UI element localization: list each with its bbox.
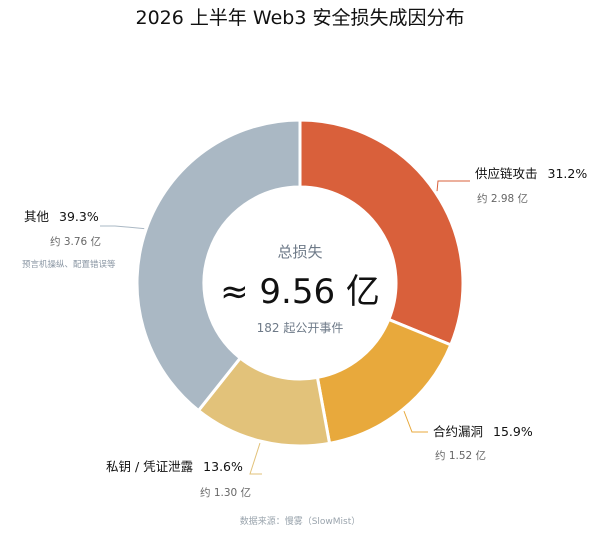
leader-lines [100,180,470,475]
slice-label-other: 其他 39.3% [24,209,99,224]
slice-amount-supply-chain: 约 2.98 亿 [477,192,528,205]
slice-note-other: 预言机操纵、配置错误等 [22,259,116,270]
data-source: 数据来源：慢雾（SlowMist） [240,515,361,527]
leader-supply-chain [436,180,470,192]
slice-contract-vuln [315,317,453,446]
slice-amount-private-key: 约 1.30 亿 [200,486,251,499]
center-total-label: 总损失 [277,243,322,261]
slice-label-private-key: 私钥 / 凭证泄露 13.6% [106,459,243,474]
leader-contract-vuln [403,410,428,433]
slice-amount-contract-vuln: 约 1.52 亿 [435,449,486,462]
center-event-count: 182 起公开事件 [257,321,344,335]
slice-supply-chain [298,118,465,347]
leader-private-key [249,442,262,475]
leader-other [100,225,145,230]
chart-title: 2026 上半年 Web3 安全损失成因分布 [136,7,465,29]
slice-other [135,118,302,413]
slice-label-supply-chain: 供应链攻击 31.2% [475,166,587,181]
slice-amount-other: 约 3.76 亿 [50,235,101,248]
donut-slices [135,118,465,448]
center-total-value: ≈ 9.56 亿 [220,272,380,312]
slice-label-contract-vuln: 合约漏洞 15.9% [433,424,533,439]
